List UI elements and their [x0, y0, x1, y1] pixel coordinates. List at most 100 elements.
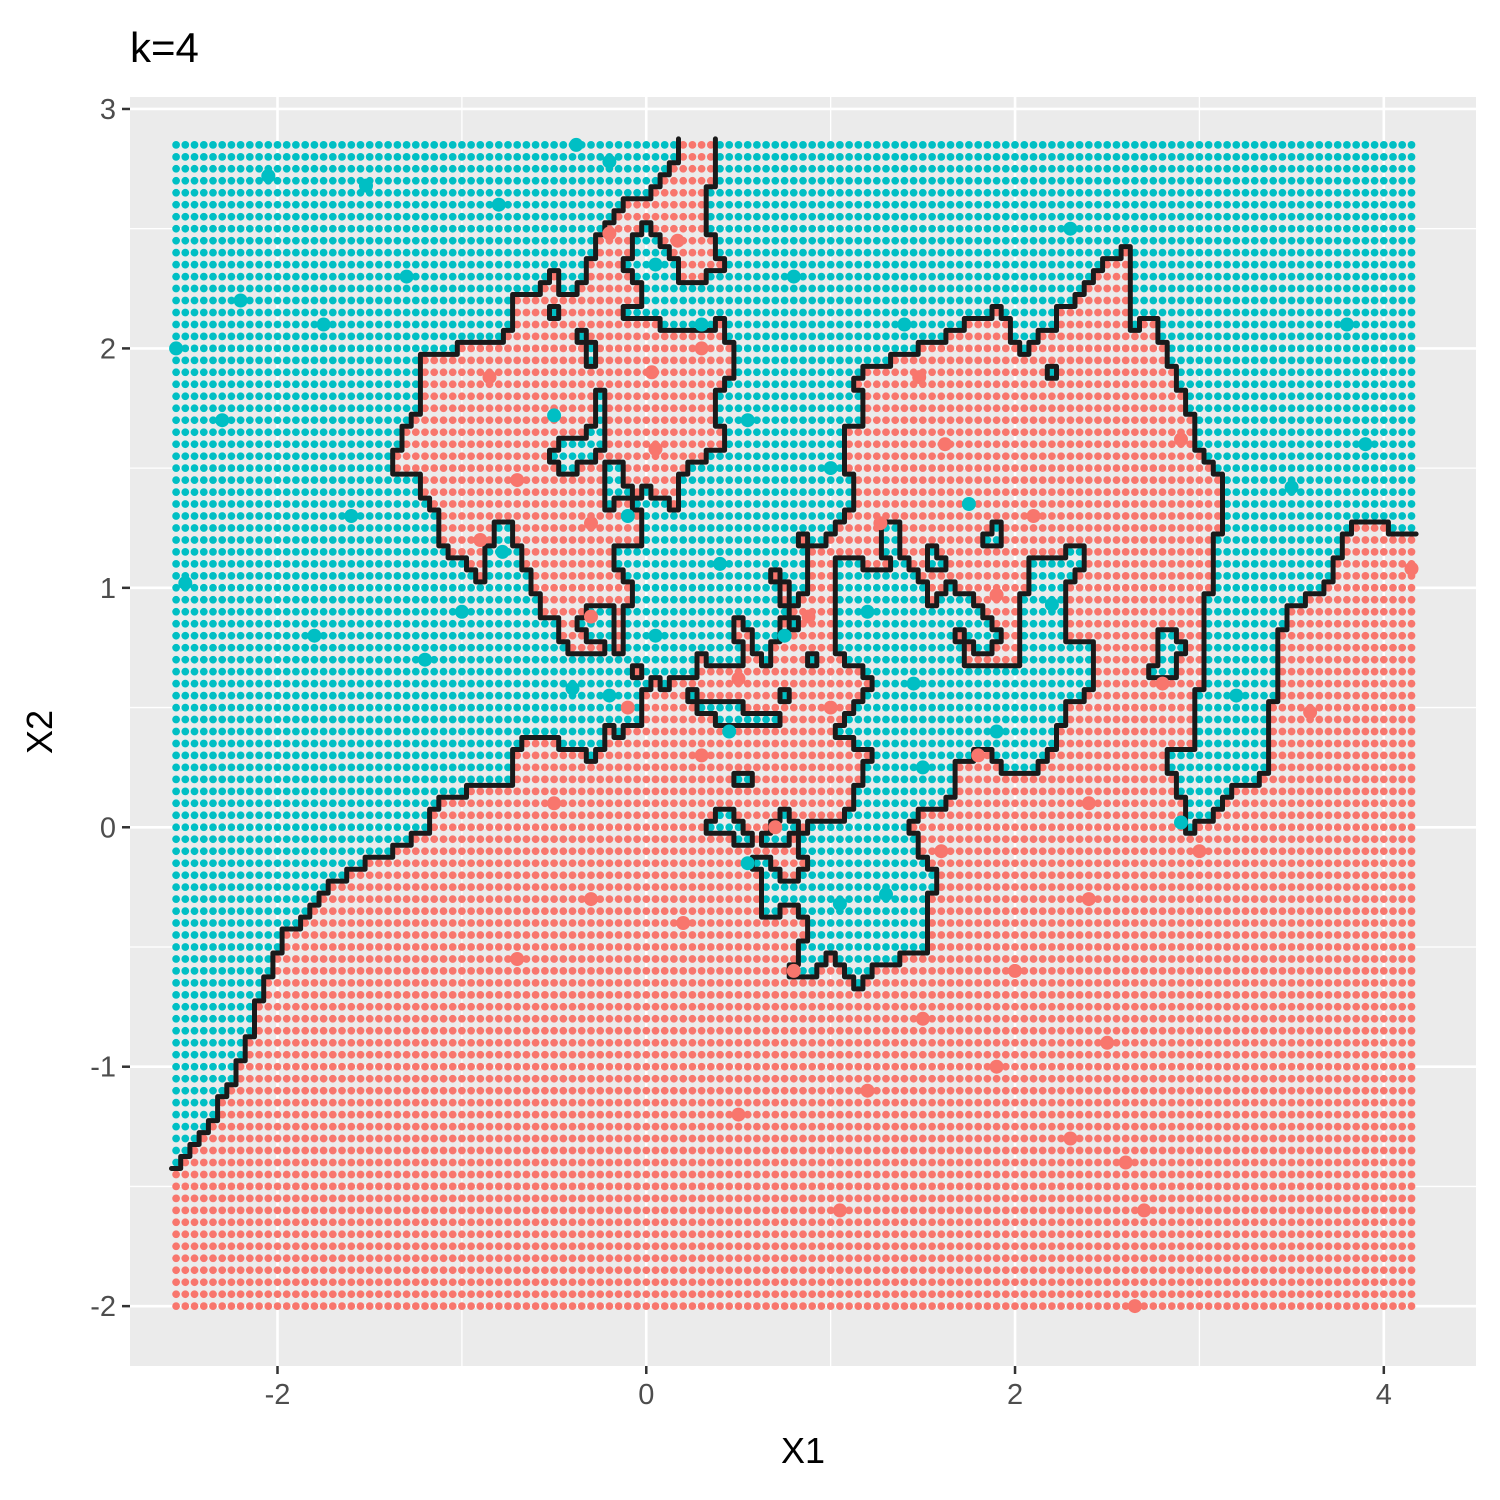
prediction-point [384, 871, 392, 880]
prediction-point [328, 943, 337, 951]
prediction-point [826, 907, 835, 915]
prediction-point [1158, 979, 1167, 987]
prediction-point [1260, 1002, 1268, 1011]
prediction-point [780, 1146, 789, 1155]
prediction-point [836, 919, 844, 927]
prediction-point [319, 1182, 328, 1191]
prediction-point [1269, 979, 1278, 987]
prediction-point [209, 1194, 217, 1203]
prediction-point [1214, 943, 1222, 951]
prediction-point [476, 895, 485, 903]
prediction-point [909, 1290, 918, 1299]
prediction-point [955, 1218, 964, 1227]
prediction-point [1379, 979, 1388, 987]
prediction-point [1075, 1134, 1084, 1143]
prediction-point [310, 1230, 319, 1239]
prediction-point [596, 1026, 605, 1035]
prediction-point [301, 1206, 310, 1215]
prediction-point [1333, 979, 1342, 987]
prediction-point [319, 1122, 328, 1131]
prediction-point [697, 1146, 706, 1155]
prediction-point [430, 1146, 439, 1155]
prediction-point [1250, 1278, 1259, 1287]
prediction-point [227, 1062, 236, 1071]
prediction-point [577, 1230, 586, 1239]
prediction-point [725, 1110, 734, 1119]
prediction-point [1398, 1038, 1407, 1047]
prediction-point [1020, 991, 1029, 999]
prediction-point [190, 1170, 199, 1179]
prediction-point [1048, 1098, 1056, 1107]
prediction-point [660, 1158, 669, 1167]
prediction-point [1167, 1134, 1176, 1143]
prediction-point [199, 1206, 208, 1215]
prediction-point [716, 883, 724, 891]
prediction-point [458, 1122, 466, 1131]
prediction-point [292, 1266, 300, 1275]
prediction-point [1020, 1074, 1029, 1083]
prediction-point [421, 991, 429, 999]
prediction-point [1204, 1194, 1213, 1203]
prediction-point [799, 907, 807, 915]
prediction-point [605, 1074, 614, 1083]
prediction-point [697, 1206, 706, 1215]
prediction-point [587, 967, 595, 975]
prediction-point [955, 1170, 964, 1179]
prediction-point [568, 919, 577, 927]
prediction-point [458, 1278, 466, 1287]
prediction-point [697, 931, 706, 939]
prediction-point [1343, 1074, 1351, 1083]
prediction-point [550, 1230, 558, 1239]
prediction-point [458, 919, 466, 927]
prediction-point [1352, 1194, 1361, 1203]
prediction-point [282, 1230, 291, 1239]
prediction-point [1057, 1158, 1065, 1167]
prediction-point [845, 1110, 853, 1119]
prediction-point [181, 943, 190, 951]
prediction-point [181, 1290, 190, 1299]
prediction-point [762, 1206, 770, 1215]
prediction-point [485, 1158, 494, 1167]
prediction-point [854, 883, 863, 891]
prediction-point [780, 1170, 789, 1179]
prediction-point [218, 1158, 227, 1167]
prediction-point [264, 1278, 273, 1287]
prediction-point [983, 1254, 992, 1263]
prediction-point [706, 1242, 715, 1251]
prediction-point [633, 1266, 641, 1275]
prediction-point [992, 1038, 1001, 1047]
prediction-point [485, 1074, 494, 1083]
prediction-point [688, 1278, 697, 1287]
prediction-point [292, 1002, 300, 1011]
prediction-point [605, 1302, 614, 1310]
prediction-point [1195, 1170, 1204, 1179]
prediction-point [292, 919, 300, 927]
prediction-point [181, 1062, 190, 1071]
prediction-point [338, 907, 346, 915]
prediction-point [1315, 1002, 1324, 1011]
prediction-point [365, 931, 374, 939]
prediction-point [1149, 967, 1158, 975]
prediction-point [836, 1026, 844, 1035]
prediction-point [965, 1170, 973, 1179]
prediction-point [531, 955, 540, 963]
prediction-point [974, 1014, 983, 1023]
prediction-point [1186, 1218, 1195, 1227]
prediction-point [1038, 1158, 1047, 1167]
prediction-point [799, 1290, 807, 1299]
prediction-point [587, 1206, 595, 1215]
prediction-point [946, 1290, 955, 1299]
prediction-point [679, 1050, 688, 1059]
prediction-point [282, 1074, 291, 1083]
prediction-point [218, 1086, 227, 1095]
prediction-point [882, 1266, 890, 1275]
prediction-point [264, 1002, 273, 1011]
prediction-point [1084, 883, 1093, 891]
prediction-point [1158, 1254, 1167, 1263]
prediction-point [1057, 919, 1065, 927]
prediction-point [1352, 1074, 1361, 1083]
prediction-point [421, 1218, 429, 1227]
prediction-point [485, 1302, 494, 1310]
prediction-point [706, 907, 715, 915]
prediction-point [753, 1122, 761, 1131]
